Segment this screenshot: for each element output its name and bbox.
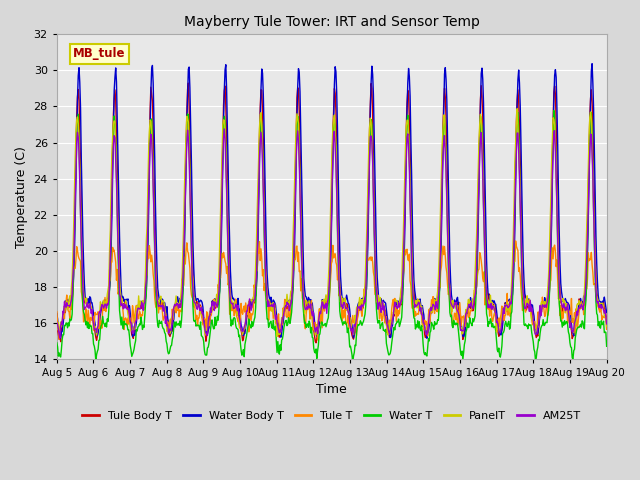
Title: Mayberry Tule Tower: IRT and Sensor Temp: Mayberry Tule Tower: IRT and Sensor Temp	[184, 15, 479, 29]
Text: MB_tule: MB_tule	[74, 47, 126, 60]
Legend: Tule Body T, Water Body T, Tule T, Water T, PanelT, AM25T: Tule Body T, Water Body T, Tule T, Water…	[78, 407, 586, 426]
Y-axis label: Temperature (C): Temperature (C)	[15, 146, 28, 248]
X-axis label: Time: Time	[316, 384, 347, 396]
